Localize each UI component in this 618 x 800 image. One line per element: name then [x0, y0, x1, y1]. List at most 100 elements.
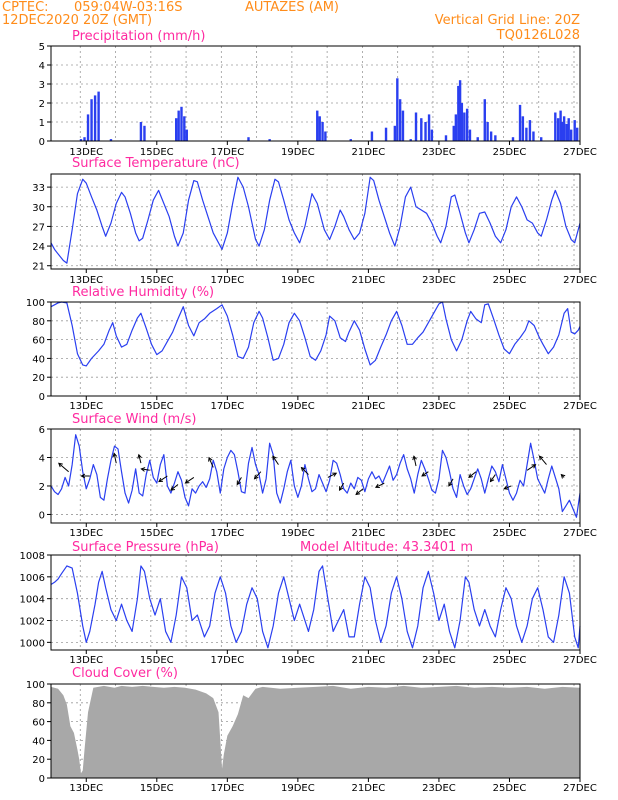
precip-ytick-label: 3 [39, 80, 45, 91]
precip-bar [476, 137, 479, 141]
cloud-ytick-label: 100 [26, 680, 45, 691]
precip-bar [180, 106, 183, 141]
temp-ytick-label: 21 [32, 262, 45, 273]
precip-bar [567, 118, 570, 141]
pressure-xtick-label: 21DEC [352, 655, 386, 666]
wind-line [50, 434, 581, 518]
cloud-ytick-label: 80 [32, 699, 45, 710]
precip-bar [384, 127, 388, 141]
precip-bar [452, 125, 455, 141]
rh-line [50, 301, 581, 367]
wind-frame [50, 428, 581, 524]
precip-xtick-label: 13DEC [69, 147, 103, 158]
pressure-xtick-label: 15DEC [140, 655, 174, 666]
precip-bar [321, 122, 324, 141]
cloud-panel: 0 20 40 60 80 100 13DEC 15DEC 17DEC 19DEC 21DEC 23D… [26, 680, 597, 794]
precip-bar [489, 131, 493, 141]
temp-xtick-label: 23DEC [422, 275, 456, 286]
wind-arrow [137, 453, 142, 464]
temp-title: Surface Temperature (nC) [72, 156, 240, 171]
header-location-name: AUTAZES (AM) [245, 0, 339, 15]
cloud-xtick-label: 15DEC [140, 783, 174, 794]
precip-bar [86, 114, 90, 141]
wind-title: Surface Wind (m/s) [72, 412, 196, 427]
cloud-xtick-label: 27DEC [563, 783, 597, 794]
pressure-title: Surface Pressure (hPa) [72, 540, 219, 555]
rh-title: Relative Humidity (%) [72, 285, 214, 300]
cloud-xtick-label: 13DEC [69, 783, 103, 794]
pressure-ytick-label: 1006 [20, 573, 45, 584]
temp-xtick-label: 27DEC [563, 275, 597, 286]
rh-xtick-label: 19DEC [281, 401, 315, 412]
precip-bar [109, 139, 113, 141]
precip-bar [458, 80, 462, 141]
pressure-ytick-label: 1002 [20, 617, 45, 628]
pressure-panel: 1000 1002 1004 1006 1008 13DEC 15DEC 17DEC 19DEC… [20, 551, 597, 666]
temp-xtick-label: 19DEC [281, 275, 315, 286]
precip-bar [97, 91, 100, 141]
wind-arrow [272, 455, 279, 465]
wind-xtick-label: 23DEC [422, 528, 456, 539]
cloud-xtick-label: 19DEC [281, 783, 315, 794]
precip-bar [183, 116, 186, 141]
precip-bar [511, 137, 515, 141]
cloud-ytick-label: 0 [39, 774, 45, 785]
wind-arrow [374, 482, 385, 488]
wind-ytick-label: 2 [39, 482, 45, 493]
precip-ytick-label: 5 [39, 42, 45, 53]
pressure-altitude-note: Model Altitude: 43.3401 m [300, 540, 473, 555]
wind-xtick-label: 19DEC [281, 528, 315, 539]
wind-xtick-label: 17DEC [210, 528, 244, 539]
precip-bar [420, 118, 423, 141]
precip-bar [569, 129, 573, 141]
precip-bar [460, 103, 464, 141]
precip-bar [398, 99, 402, 141]
wind-arrow [140, 467, 150, 472]
precip-bar [247, 137, 250, 141]
cloud-xtick-label: 23DEC [422, 783, 456, 794]
precip-bar [457, 85, 460, 141]
precip-bar [316, 110, 319, 141]
precip-bar [324, 131, 327, 141]
cloud-ytick-label: 40 [32, 736, 45, 747]
precip-ytick-label: 0 [39, 137, 45, 148]
wind-arrow [560, 473, 566, 479]
rh-xtick-label: 23DEC [422, 401, 456, 412]
rh-frame [50, 301, 581, 397]
wind-xtick-label: 21DEC [352, 528, 386, 539]
precip-bar [370, 131, 374, 141]
precip-bar [427, 114, 431, 141]
header-grid-note: Vertical Grid Line: 20Z [435, 13, 580, 28]
precip-bar [318, 116, 321, 141]
temp-xtick-label: 17DEC [210, 275, 244, 286]
precip-bar [561, 122, 564, 141]
wind-arrow [327, 472, 338, 478]
precip-bar [444, 135, 448, 141]
temp-ytick-label: 30 [32, 203, 45, 214]
cloud-xtick-label: 17DEC [210, 783, 244, 794]
precip-frame [50, 45, 581, 142]
temp-frame [50, 173, 581, 270]
precip-bar [454, 114, 458, 141]
precip-bar [268, 139, 271, 141]
cloud-xtick-label: 21DEC [352, 783, 386, 794]
pressure-xtick-label: 25DEC [493, 655, 527, 666]
precip-bar [185, 129, 188, 141]
precip-xtick-label: 19DEC [281, 147, 315, 158]
wind-arrow [538, 455, 547, 465]
precip-bar [393, 125, 397, 141]
plot-area: 0 1 2 3 4 5 13DEC 15DEC 17DEC 19DEC 21DEC 23DEC 25DE… [20, 42, 597, 794]
precip-bar [90, 99, 93, 141]
precip-bar [521, 116, 525, 141]
wind-arrow [503, 485, 512, 490]
precip-bar [573, 120, 576, 141]
temp-xtick-label: 21DEC [352, 275, 386, 286]
precip-bar [401, 110, 405, 141]
precip-bar [430, 129, 434, 141]
wind-arrow [468, 471, 477, 478]
wind-arrow [355, 488, 364, 496]
header-model: TQ0126L028 [496, 28, 580, 43]
cloud-cover-area [51, 685, 580, 778]
precip-xtick-label: 25DEC [493, 147, 527, 158]
